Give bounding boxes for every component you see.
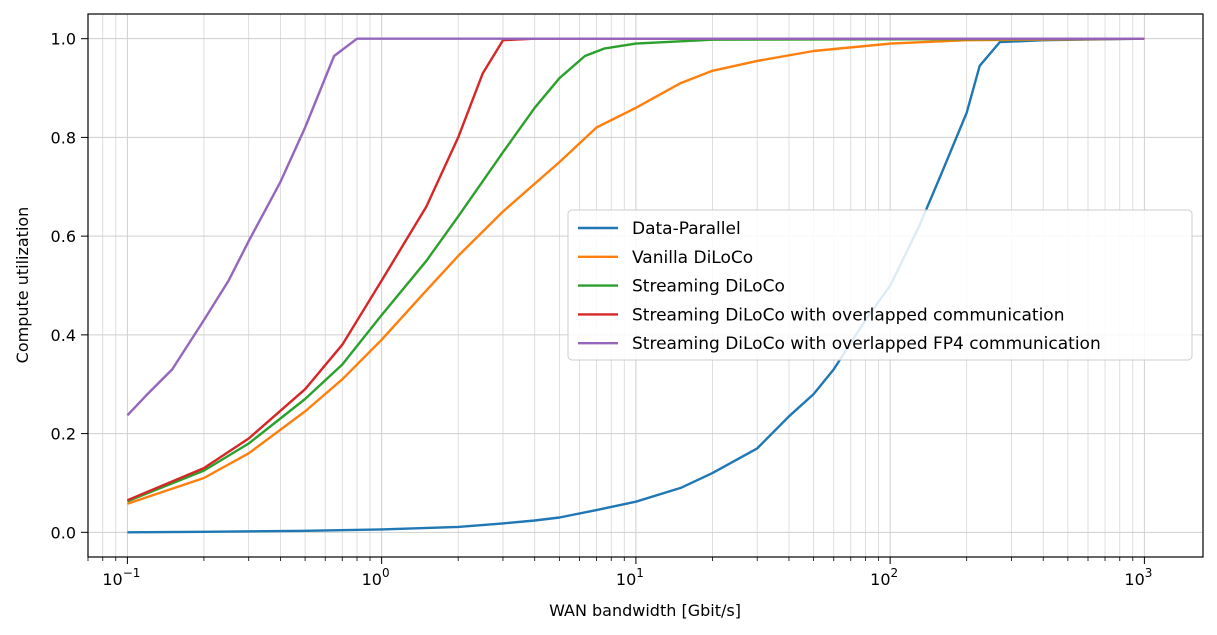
series-line [127, 37, 1145, 505]
series-line [126, 37, 1145, 503]
plot-frame [87, 13, 1204, 558]
y-tick-label: 0.0 [51, 523, 76, 542]
x-tick-label: 100 [362, 566, 390, 589]
legend-label: Streaming DiLoCo with overlapped FP4 com… [632, 334, 1101, 354]
x-tick-label: 102 [870, 566, 898, 589]
legend-label: Streaming DiLoCo with overlapped communi… [632, 305, 1065, 325]
legend-label: Vanilla DiLoCo [632, 248, 753, 268]
y-axis-label: Compute utilization [13, 207, 32, 364]
legend-box [567, 209, 1193, 361]
y-tick-label: 0.2 [51, 425, 76, 444]
y-tick-label: 0.8 [51, 128, 76, 147]
x-tick-label: 101 [616, 566, 644, 589]
series-line [126, 37, 1145, 417]
x-tick-label: 103 [1124, 566, 1152, 589]
series-layer [126, 37, 1145, 534]
series-line [127, 37, 1145, 534]
y-tick-label: 1.0 [51, 30, 76, 49]
x-axis-label: WAN bandwidth [Gbit/s] [549, 601, 741, 620]
y-tick-label: 0.6 [51, 227, 76, 246]
legend: Data-Parallel Vanilla DiLoCo Streaming DiL… [567, 209, 1193, 361]
legend-label: Data-Parallel [632, 219, 741, 239]
y-axis-ticks: 0.0 0.2 0.4 0.6 0.8 1.0 [51, 30, 88, 542]
y-tick-label: 0.4 [51, 326, 76, 345]
x-axis-ticks: 10−1 100 101 102 103 [87, 557, 1152, 589]
series-line [126, 37, 1145, 502]
x-tick-label: 10−1 [102, 566, 140, 589]
legend-label: Streaming DiLoCo [632, 277, 785, 297]
